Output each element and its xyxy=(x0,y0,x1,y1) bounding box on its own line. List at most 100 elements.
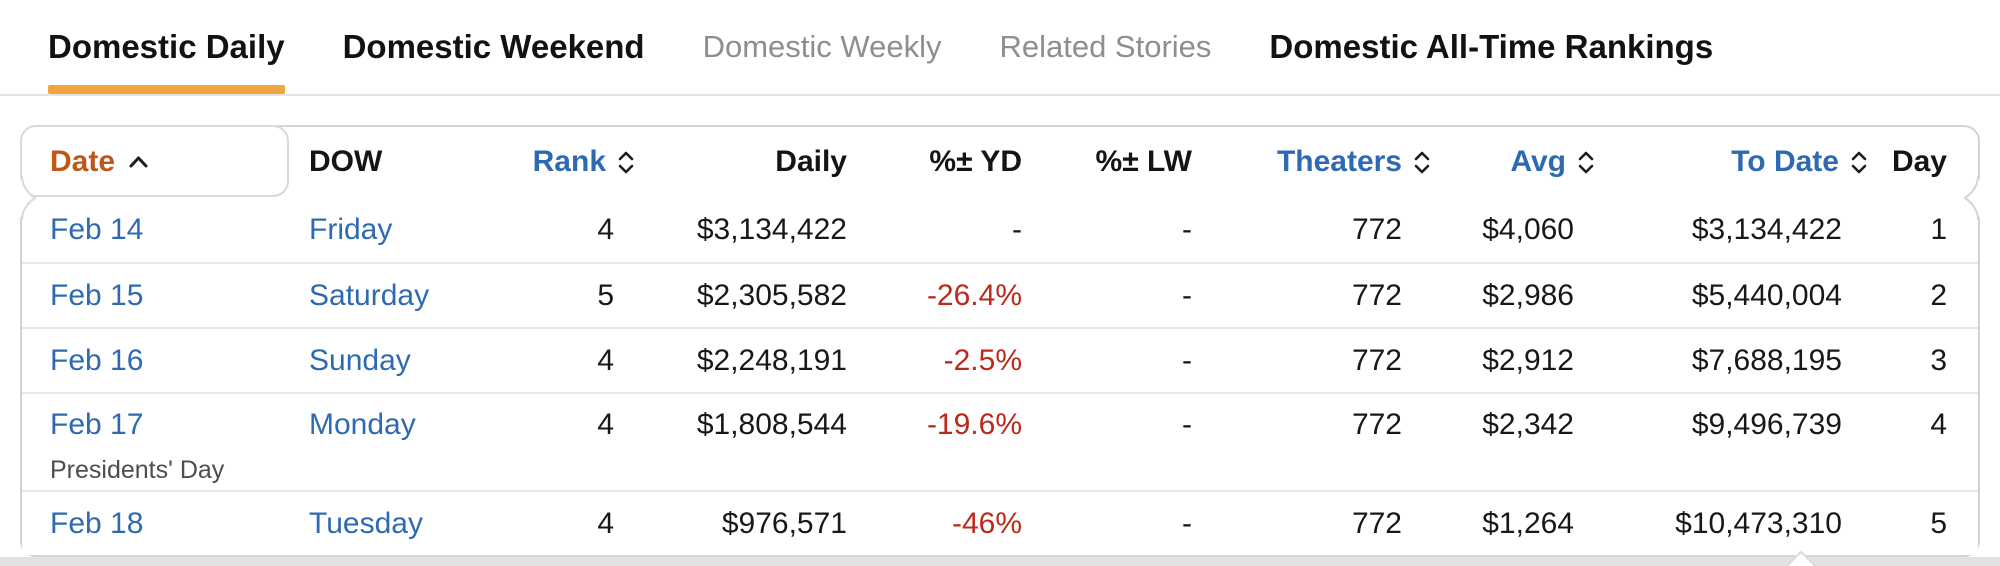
cell-to_date: $5,440,004 xyxy=(1594,264,1867,327)
column-header-pct_lw: %± LW xyxy=(1022,127,1192,197)
cell-pct_lw: - xyxy=(1022,197,1192,262)
cell-daily: $976,571 xyxy=(634,492,847,555)
to_date-value: $5,440,004 xyxy=(1691,278,1842,312)
column-header-theaters[interactable]: Theaters xyxy=(1192,127,1430,197)
cell-rank: 4 xyxy=(502,492,634,555)
cell-pct_lw: - xyxy=(1022,329,1192,392)
column-header-rank[interactable]: Rank xyxy=(502,127,634,197)
sort-updown-icon xyxy=(618,151,634,174)
avg-value: $4,060 xyxy=(1482,212,1574,246)
holiday-note: Presidents' Day xyxy=(50,456,225,484)
date-link[interactable]: Feb 14 xyxy=(50,212,144,246)
table-row: Feb 15 Saturday 5 $2,305,582 -26.4% - 772 $2,98… xyxy=(22,262,1978,327)
cell-avg: $4,060 xyxy=(1430,197,1594,262)
cell-day: 1 xyxy=(1867,197,1980,262)
tab-domestic-daily[interactable]: Domestic Daily xyxy=(48,0,285,94)
column-label: Daily xyxy=(775,145,847,178)
cell-daily: $3,134,422 xyxy=(634,197,847,262)
cell-date: Feb 18 xyxy=(22,492,289,555)
cell-theaters: 772 xyxy=(1192,329,1430,392)
theaters-value: 772 xyxy=(1351,408,1402,441)
table-row: Feb 18 Tuesday 4 $976,571 -46% - 772 $1,264 $10,… xyxy=(22,490,1978,555)
tab-label: Domestic Weekend xyxy=(342,28,645,65)
column-header-pct_yd: %± YD xyxy=(847,127,1022,197)
cell-to_date: $7,688,195 xyxy=(1594,329,1867,392)
table-row: Feb 16 Sunday 4 $2,248,191 -2.5% - 772 $2,912 $7… xyxy=(22,327,1978,392)
cell-date: Feb 16 xyxy=(22,329,289,392)
theaters-value: 772 xyxy=(1351,212,1402,246)
column-label: DOW xyxy=(309,145,383,178)
daily-value: $976,571 xyxy=(721,506,847,540)
daily-value: $1,808,544 xyxy=(696,408,847,441)
day-value: 5 xyxy=(1930,506,1947,540)
cell-theaters: 772 xyxy=(1192,197,1430,262)
rank-value: 4 xyxy=(597,212,614,246)
sort-asc-icon xyxy=(129,156,148,168)
dow-link[interactable]: Tuesday xyxy=(309,506,423,540)
cell-avg: $2,912 xyxy=(1430,329,1594,392)
date-link[interactable]: Feb 16 xyxy=(50,343,144,377)
avg-value: $2,912 xyxy=(1482,343,1574,377)
cell-dow: Tuesday xyxy=(289,492,502,555)
tab-label: Domestic Weekly xyxy=(702,29,942,64)
empty-value: - xyxy=(1182,278,1192,312)
day-value: 3 xyxy=(1930,343,1947,377)
column-header-daily: Daily xyxy=(634,127,847,197)
day-value: 1 xyxy=(1930,212,1947,246)
date-link[interactable]: Feb 15 xyxy=(50,278,144,312)
date-link[interactable]: Feb 17 xyxy=(50,408,144,441)
cell-day: 2 xyxy=(1867,264,1980,327)
rank-value: 4 xyxy=(597,506,614,540)
cell-pct_yd: - xyxy=(847,197,1022,262)
column-header-to_date[interactable]: To Date xyxy=(1594,127,1867,197)
tab-label: Related Stories xyxy=(999,29,1212,64)
cell-pct_lw: - xyxy=(1022,492,1192,555)
cell-pct_yd: -2.5% xyxy=(847,329,1022,392)
dow-link[interactable]: Monday xyxy=(309,408,416,441)
dow-link[interactable]: Sunday xyxy=(309,343,411,377)
cell-avg: $1,264 xyxy=(1430,492,1594,555)
sort-updown-icon xyxy=(1414,151,1430,174)
column-label: Rank xyxy=(532,145,606,178)
date-link[interactable]: Feb 18 xyxy=(50,506,144,540)
cell-rank: 5 xyxy=(502,264,634,327)
page-background-strip xyxy=(0,557,2000,566)
tab-domestic-weekend[interactable]: Domestic Weekend xyxy=(343,0,645,94)
cell-to_date: $10,473,310 xyxy=(1594,492,1867,555)
daily-value: $2,248,191 xyxy=(696,343,847,377)
column-label: Avg xyxy=(1510,145,1566,178)
active-tab-underline xyxy=(48,85,285,94)
column-header-date[interactable]: Date xyxy=(22,127,289,197)
to_date-value: $9,496,739 xyxy=(1691,408,1842,441)
daily-value: $3,134,422 xyxy=(696,212,847,246)
cell-date: Feb 15 xyxy=(22,264,289,327)
cell-avg: $2,342 xyxy=(1430,394,1594,490)
cell-theaters: 772 xyxy=(1192,394,1430,490)
column-label: To Date xyxy=(1731,145,1839,178)
dow-link[interactable]: Friday xyxy=(309,212,393,246)
cell-pct_yd: -19.6% xyxy=(847,394,1022,490)
column-header-avg[interactable]: Avg xyxy=(1430,127,1594,197)
cell-theaters: 772 xyxy=(1192,492,1430,555)
tab-domestic-weekly[interactable]: Domestic Weekly xyxy=(703,0,942,94)
cell-rank: 4 xyxy=(502,329,634,392)
tab-related-stories[interactable]: Related Stories xyxy=(999,0,1211,94)
empty-value: - xyxy=(1182,212,1192,246)
avg-value: $1,264 xyxy=(1482,506,1574,540)
to_date-value: $3,134,422 xyxy=(1691,212,1842,246)
cell-dow: Sunday xyxy=(289,329,502,392)
cell-day: 5 xyxy=(1867,492,1980,555)
column-label: Theaters xyxy=(1276,145,1402,178)
rank-value: 4 xyxy=(597,343,614,377)
avg-value: $2,986 xyxy=(1482,278,1574,312)
cell-daily: $1,808,544 xyxy=(634,394,847,490)
tab-domestic-all-time-rankings[interactable]: Domestic All-Time Rankings xyxy=(1269,0,1713,94)
dow-link[interactable]: Saturday xyxy=(309,278,430,312)
cell-rank: 4 xyxy=(502,394,634,490)
header-body-pinch-right xyxy=(1963,176,1980,220)
cell-dow: Friday xyxy=(289,197,502,262)
sort-updown-icon xyxy=(1851,151,1867,174)
empty-value: - xyxy=(1182,408,1192,441)
column-label: %± LW xyxy=(1095,145,1192,178)
cell-rank: 4 xyxy=(502,197,634,262)
